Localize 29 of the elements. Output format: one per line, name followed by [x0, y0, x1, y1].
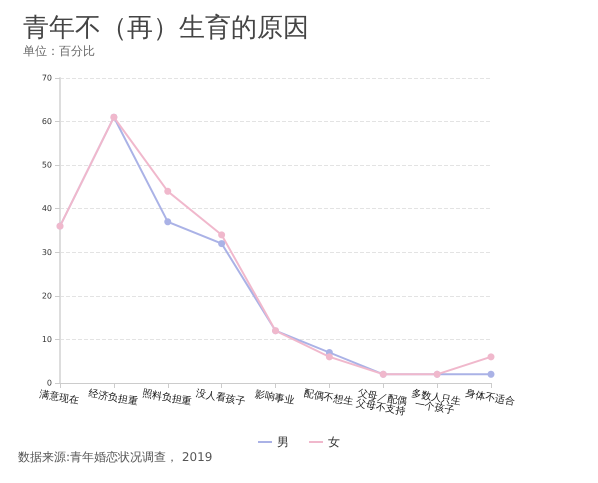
- legend-label: 男: [277, 435, 289, 449]
- y-tick-label: 20: [42, 291, 52, 300]
- y-tick-label: 50: [42, 160, 52, 170]
- point: [164, 218, 172, 226]
- point: [488, 353, 494, 360]
- legend-label: 女: [328, 435, 340, 449]
- point: [164, 188, 172, 195]
- y-tick-label: 0: [46, 378, 52, 388]
- y-tick-label: 70: [42, 74, 52, 82]
- x-tick-label: 配偶不想生: [302, 387, 354, 408]
- x-tick-label: 影响事业: [254, 388, 296, 407]
- y-tick-label: 10: [42, 334, 52, 344]
- point: [218, 240, 226, 248]
- point: [218, 231, 226, 238]
- x-tick-label: 身体不适合: [464, 387, 516, 408]
- chart-title: 青年不（再）生育的原因: [23, 13, 309, 43]
- x-tick-label: 照料负担重: [141, 387, 193, 408]
- x-tick-label: 经济负担重: [87, 387, 139, 408]
- y-tick-label: 40: [42, 204, 52, 214]
- x-tick-label: 没人看孩子: [195, 387, 247, 408]
- chart-subtitle: 单位：百分比: [23, 44, 95, 58]
- x-tick-label: 多数人只生一个孩子: [410, 387, 462, 417]
- y-tick-label: 60: [42, 117, 52, 126]
- y-tick-label: 30: [42, 248, 52, 257]
- point: [326, 353, 333, 360]
- x-tick-label: 父母／配偶父母不支持: [355, 387, 408, 418]
- source-note: 数据来源:青年婚恋状况调查， 2019: [18, 450, 212, 464]
- x-tick-label: 满意现在: [38, 388, 80, 407]
- point: [488, 370, 494, 378]
